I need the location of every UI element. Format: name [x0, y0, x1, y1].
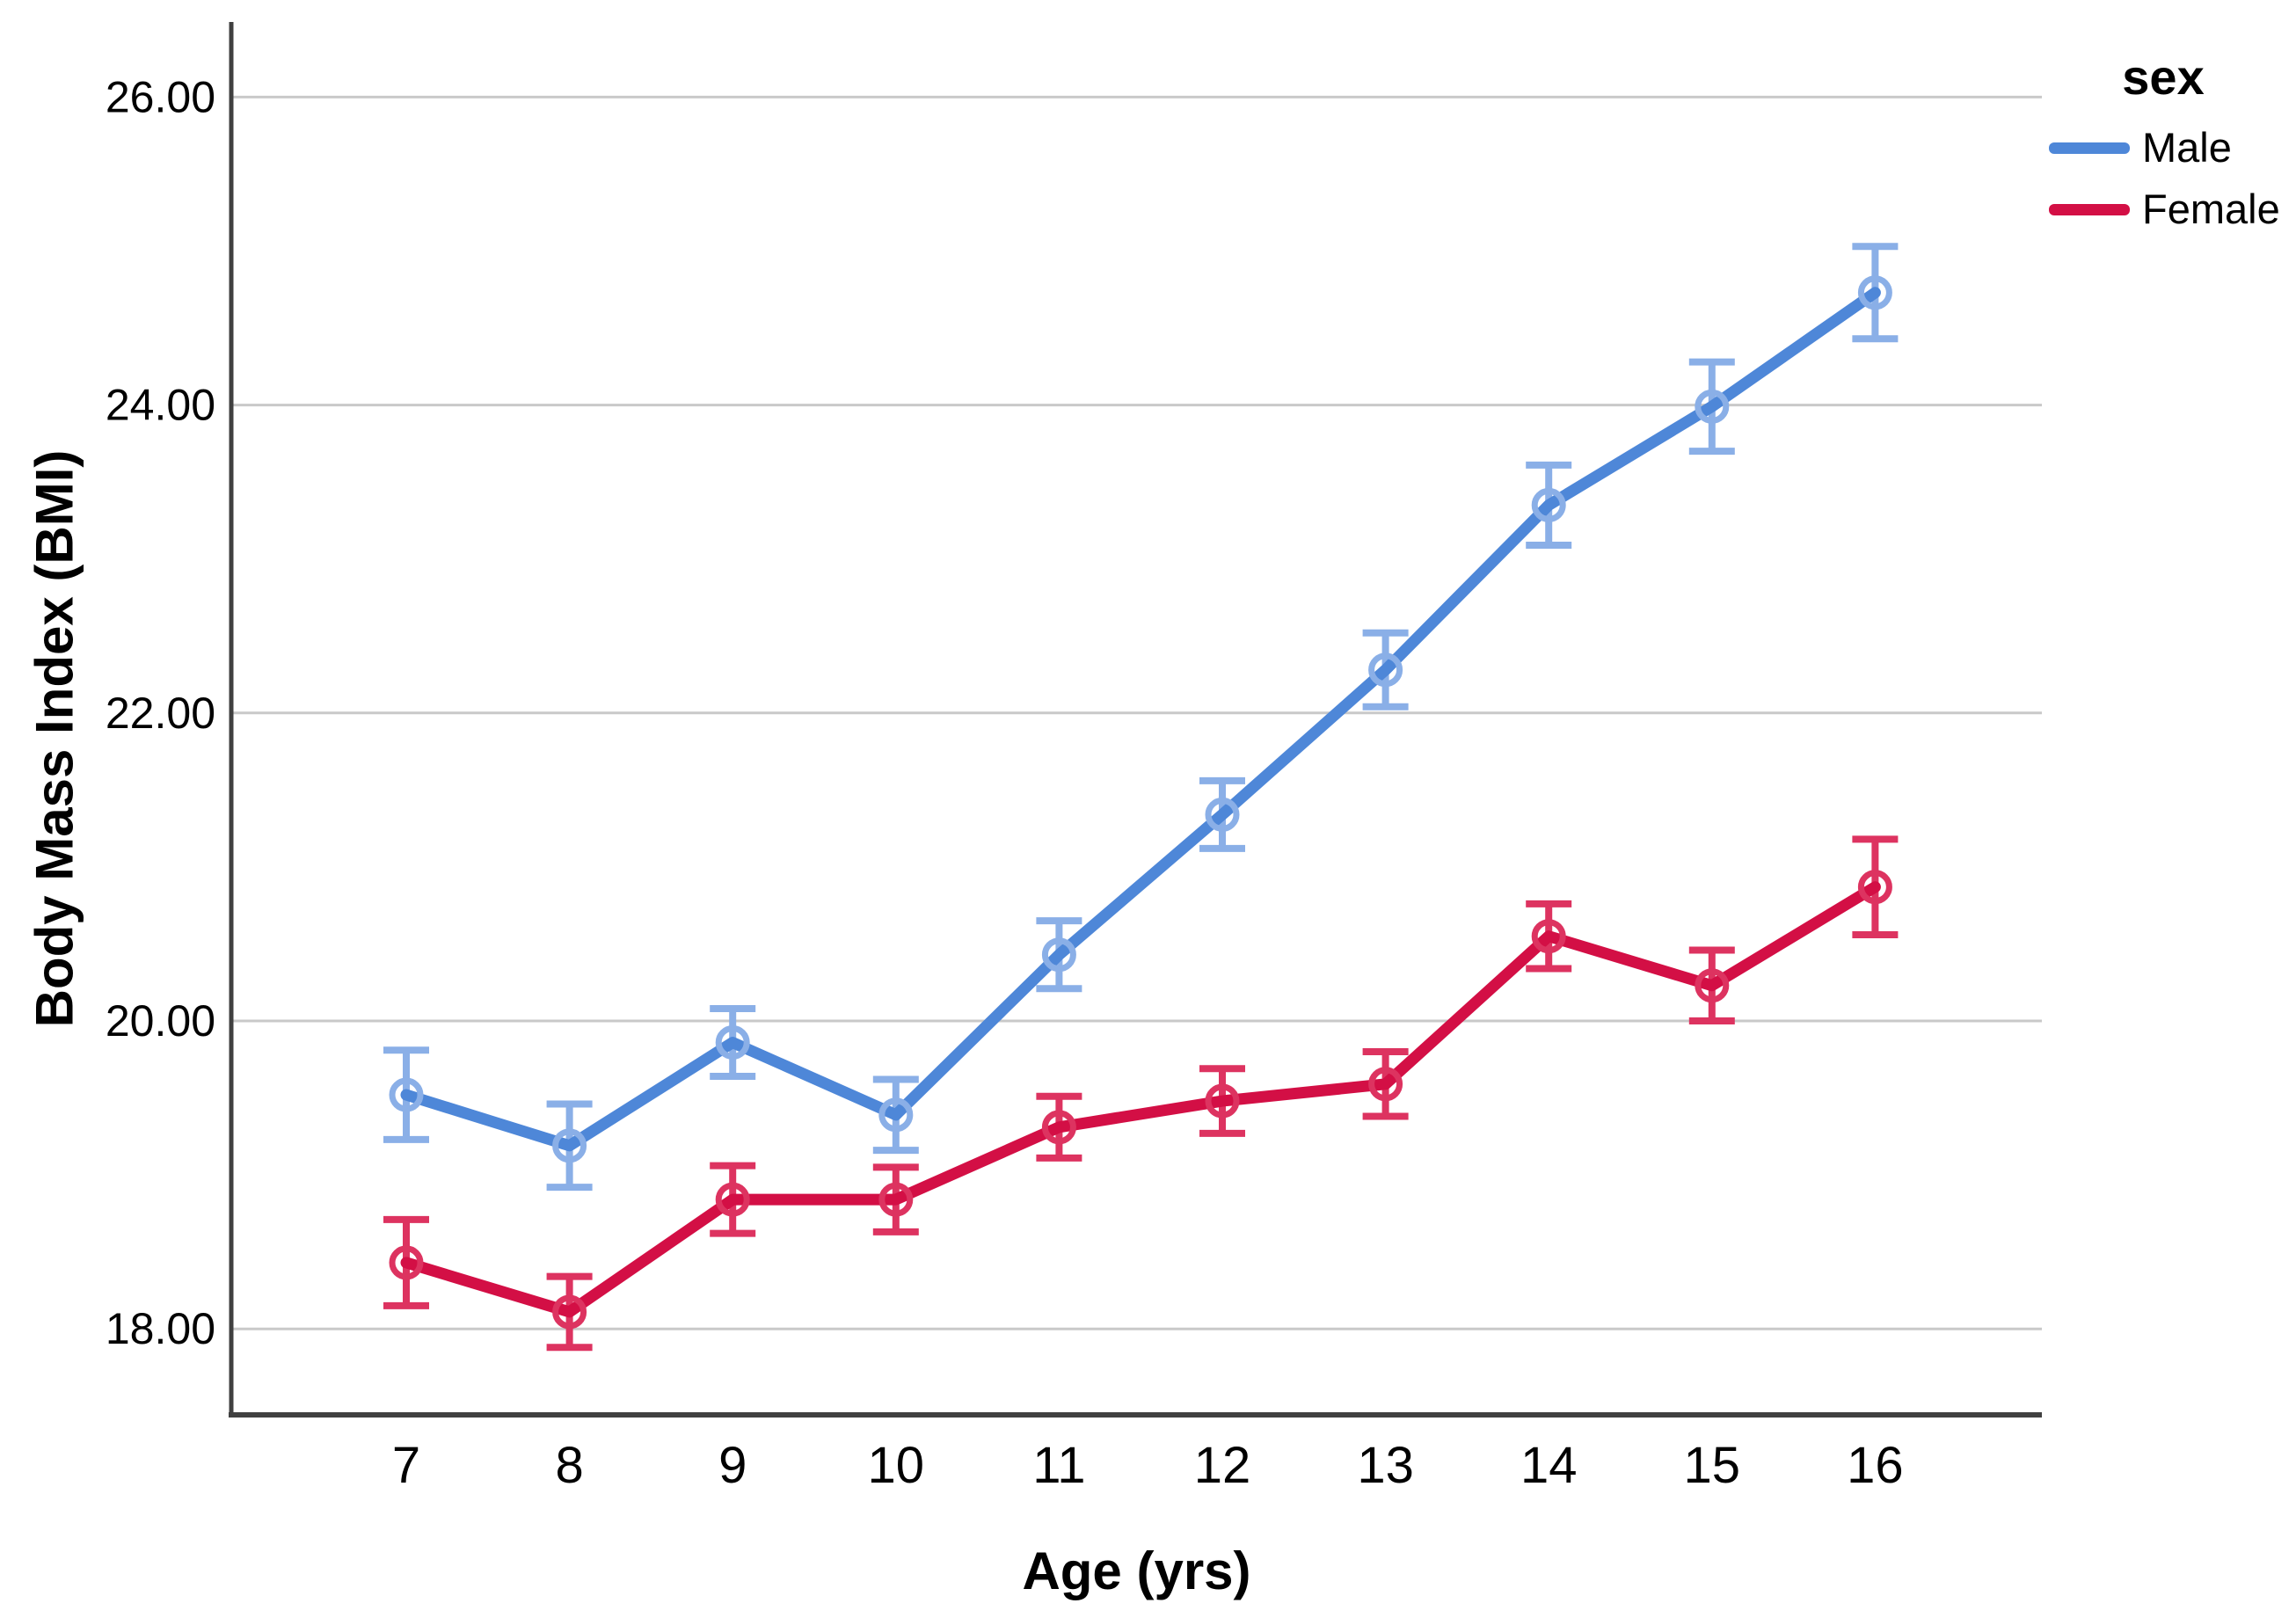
female-marker	[878, 1182, 914, 1217]
male-marker	[1205, 797, 1240, 832]
x-tick-label: 9	[718, 1437, 747, 1494]
x-tick-label: 11	[1032, 1437, 1085, 1494]
female-marker	[1857, 870, 1892, 905]
male-marker	[878, 1097, 914, 1133]
y-tick-label: 18.00	[106, 1304, 215, 1353]
male-marker	[552, 1128, 587, 1163]
x-tick-label: 10	[868, 1437, 925, 1494]
x-tick-label: 14	[1520, 1437, 1578, 1494]
y-tick-label: 24.00	[106, 381, 215, 430]
male-marker	[1368, 652, 1403, 688]
male-line-swatch	[2049, 142, 2130, 154]
legend: sex Male Female	[2049, 46, 2293, 232]
female-marker	[1531, 919, 1566, 954]
legend-item-male: Male	[2049, 125, 2293, 171]
x-tick-label: 15	[1684, 1437, 1741, 1494]
x-tick-label: 12	[1194, 1437, 1251, 1494]
female-marker	[1368, 1067, 1403, 1102]
y-tick-label: 22.00	[106, 689, 215, 738]
legend-title: sex	[2122, 49, 2205, 105]
male-marker	[715, 1025, 750, 1060]
female-marker	[1041, 1110, 1076, 1145]
legend-item-female: Female	[2049, 186, 2293, 232]
legend-label-male: Male	[2142, 124, 2232, 171]
y-tick-label: 20.00	[106, 996, 215, 1046]
male-marker	[389, 1077, 424, 1112]
female-line-swatch	[2049, 203, 2130, 215]
male-marker	[1041, 937, 1076, 973]
female-series-line	[400, 881, 1881, 1318]
male-marker	[1695, 389, 1730, 424]
female-marker	[1695, 968, 1730, 1003]
x-tick-label: 8	[555, 1437, 583, 1494]
female-marker	[552, 1294, 587, 1330]
female-marker	[389, 1245, 424, 1280]
legend-label-female: Female	[2142, 186, 2280, 232]
female-marker	[715, 1182, 750, 1217]
x-tick-label: 13	[1357, 1437, 1414, 1494]
y-axis-title: Body Mass Index (BMI)	[25, 449, 84, 1028]
male-series-line	[400, 287, 1881, 1152]
x-tick-label: 16	[1847, 1437, 1904, 1494]
male-marker	[1531, 487, 1566, 522]
y-tick-label: 26.00	[106, 72, 215, 121]
female-marker	[1205, 1083, 1240, 1119]
x-tick-label: 7	[392, 1437, 420, 1494]
x-axis-title: Age (yrs)	[1022, 1541, 1251, 1600]
male-marker	[1857, 275, 1892, 310]
